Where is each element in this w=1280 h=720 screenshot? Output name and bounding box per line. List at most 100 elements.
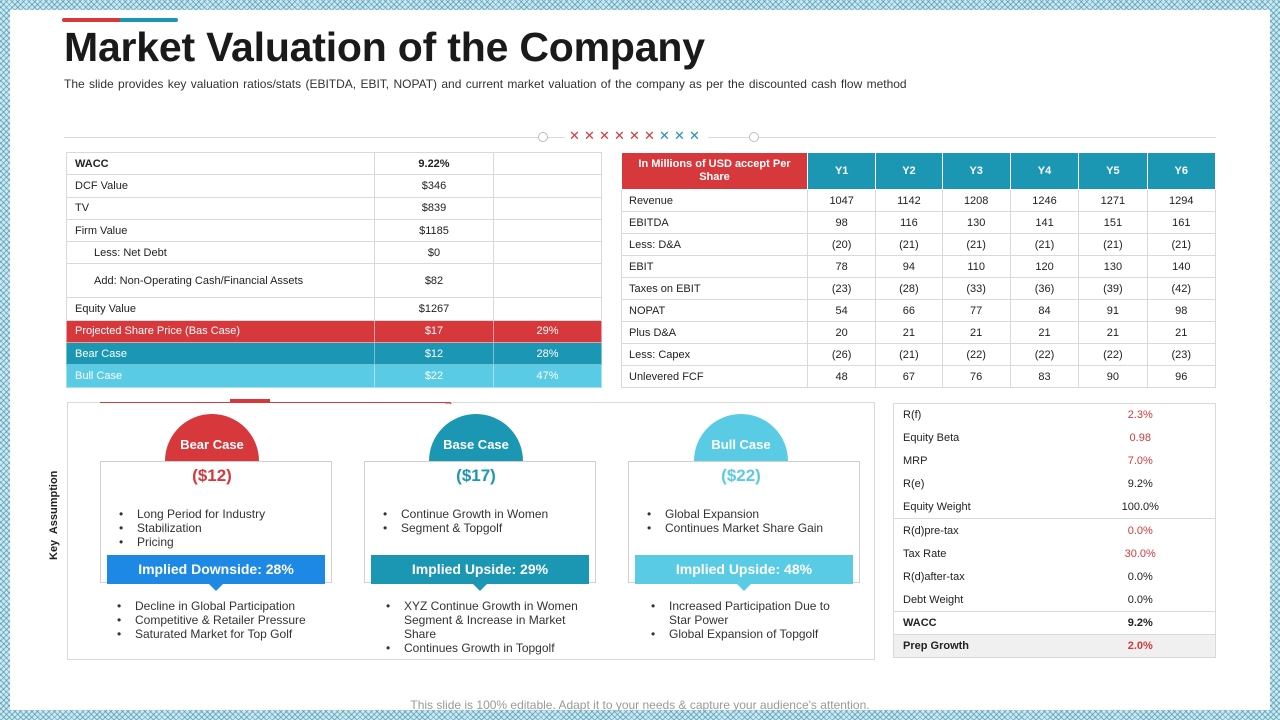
row-value: 0.98 [1129, 432, 1151, 445]
page-subtitle: The slide provides key valuation ratios/… [64, 77, 907, 91]
table-cell: 1246 [1009, 189, 1080, 212]
row-label: Tax Rate [903, 547, 947, 560]
table-cell: 21 [1146, 321, 1217, 344]
table-row: DCF Value $346 [66, 174, 602, 198]
bull-case-assumptions: Increased Participation Due to Star Powe… [651, 599, 849, 641]
row-label: Revenue [621, 189, 808, 212]
table-row: Firm Value $1185 [66, 218, 602, 243]
row-label: Plus D&A [621, 321, 808, 344]
table-cell: (33) [941, 277, 1011, 300]
table-cell: 21 [941, 321, 1011, 344]
table-cell: (23) [806, 277, 877, 300]
table-cell: 1208 [941, 189, 1011, 212]
list-item: Segment & Topgolf [401, 521, 548, 535]
table-row-bull-case: Bull Case $22 47% [66, 364, 602, 388]
header-year: Y4 [1009, 152, 1080, 190]
table-cell: 98 [806, 211, 877, 234]
row-label: R(e) [903, 478, 925, 491]
table-row: Equity Value $1267 [66, 297, 602, 321]
header-year: Y2 [875, 152, 943, 190]
row-value: $346 [374, 174, 494, 198]
row-label: Unlevered FCF [621, 365, 808, 388]
table-cell: 141 [1009, 211, 1080, 234]
list-item: Competitive & Retailer Pressure [117, 613, 306, 627]
list-item: Saturated Market for Top Golf [117, 627, 306, 641]
fcf-projection-table: In Millions of USD accept Per Share Y1 Y… [621, 152, 1217, 388]
row-value: 9.2% [1127, 478, 1153, 491]
key-assumption-label: Key Assumption [48, 470, 60, 560]
row-label: Less: Net Debt [66, 241, 375, 265]
list-item: Long Period for Industry [137, 507, 265, 521]
table-row: Add: Non-Operating Cash/Financial Assets… [66, 263, 602, 299]
bull-case-title: Bull Case [711, 437, 771, 452]
base-case-title: Base Case [443, 437, 509, 452]
row-label: TV [66, 196, 375, 220]
table-row: R(d)after-tax 0.0% [894, 565, 1216, 588]
row-value: $0 [374, 241, 494, 265]
table-cell: 116 [875, 211, 943, 234]
list-item: Stabilization [137, 521, 265, 535]
row-label: Bear Case [66, 342, 375, 366]
scenario-panel [67, 402, 875, 660]
table-cell: 98 [1146, 299, 1217, 322]
table-cell: (36) [1009, 277, 1080, 300]
table-cell: 20 [806, 321, 877, 344]
table-row: Less: Net Debt $0 [66, 241, 602, 265]
header-units: In Millions of USD accept Per Share [621, 152, 808, 190]
list-item: Continues Market Share Gain [665, 521, 823, 535]
base-case-bullets: Continue Growth in Women Segment & Topgo… [401, 507, 548, 535]
table-cell: (22) [1078, 343, 1148, 366]
table-row: Taxes on EBIT (23) (28) (33) (36) (39) (42) [621, 277, 1217, 300]
row-label: MRP [903, 455, 928, 468]
row-value: 100.0% [1121, 501, 1159, 514]
table-cell: 1271 [1078, 189, 1148, 212]
row-label: Bull Case [66, 364, 375, 388]
base-case-assumptions: XYZ Continue Growth in Women Segment & I… [386, 599, 594, 655]
table-cell: (28) [875, 277, 943, 300]
table-cell: (21) [1009, 233, 1080, 256]
table-row: Tax Rate 30.0% [894, 542, 1216, 565]
table-row: MRP 7.0% [894, 450, 1216, 473]
table-cell: 1294 [1146, 189, 1217, 212]
row-value: 0.0% [1127, 593, 1153, 606]
bear-case-bullets: Long Period for Industry Stabilization P… [137, 507, 265, 549]
table-cell: (21) [875, 233, 943, 256]
table-cell: (22) [1009, 343, 1080, 366]
table-row-bear-case: Bear Case $12 28% [66, 342, 602, 366]
list-item: Increased Participation Due to Star Powe… [651, 599, 849, 627]
row-label: Equity Beta [903, 432, 960, 445]
header-year: Y6 [1146, 152, 1217, 190]
title-accent-bar [62, 18, 178, 22]
table-cell: (22) [941, 343, 1011, 366]
row-label: Less: D&A [621, 233, 808, 256]
row-label: Add: Non-Operating Cash/Financial Assets [66, 263, 375, 299]
bear-case-title: Bear Case [180, 437, 244, 452]
row-label: EBIT [621, 255, 808, 278]
row-value: 7.0% [1127, 455, 1153, 468]
table-row: Debt Weight 0.0% [894, 588, 1216, 611]
arrow-right-icon: → [443, 396, 454, 408]
table-row: WACC 9.2% [893, 610, 1216, 635]
table-cell: 21 [1009, 321, 1080, 344]
list-item: Global Expansion of Topgolf [651, 627, 849, 641]
table-cell: 21 [1078, 321, 1148, 344]
table-cell: 1142 [875, 189, 943, 212]
row-label: DCF Value [66, 174, 375, 198]
row-extra [493, 263, 602, 299]
row-value: 0.0% [1065, 518, 1216, 543]
row-extra [493, 196, 602, 220]
table-cell: 48 [806, 365, 877, 388]
table-cell: 76 [941, 365, 1011, 388]
row-value: 9.2% [1065, 610, 1216, 635]
row-label: R(f) [903, 409, 922, 422]
table-cell: 90 [1078, 365, 1148, 388]
table-cell: (21) [1146, 233, 1217, 256]
row-value: $22 [374, 364, 494, 388]
list-item: Continue Growth in Women [401, 507, 548, 521]
row-label: Firm Value [66, 218, 375, 243]
header-year: Y3 [941, 152, 1011, 190]
row-value: $839 [374, 196, 494, 220]
table-row: Less: Capex (26) (21) (22) (22) (22) (23) [621, 343, 1217, 366]
row-label: EBITDA [621, 211, 808, 234]
row-label: R(d)pre-tax [893, 518, 1066, 543]
